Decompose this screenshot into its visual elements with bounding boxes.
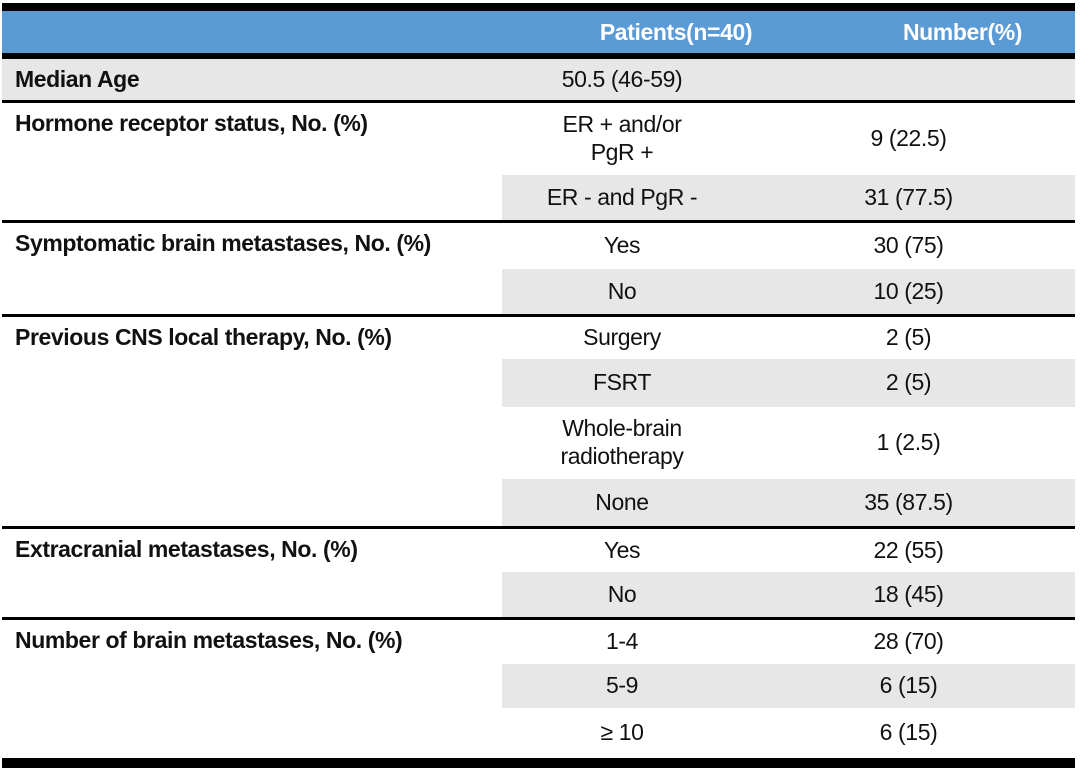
- patients-cell: 5-9: [605, 672, 639, 699]
- header-label-number: Number(%): [902, 18, 1023, 45]
- number-cell: 9 (22.5): [870, 125, 947, 152]
- table-header-row: Patients(n=40) Number(%): [2, 11, 1075, 53]
- section-separator: [2, 526, 1075, 529]
- patients-cell: Whole-brain radiotherapy: [560, 415, 684, 469]
- table-row: ER + and/or PgR + 9 (22.5): [502, 103, 1075, 175]
- number-cell: 18 (45): [873, 580, 944, 607]
- section-rows: Yes 22 (55) No 18 (45): [502, 529, 1075, 617]
- section-label-median-age: Median Age: [15, 66, 140, 93]
- section-rows: ER + and/or PgR + 9 (22.5) ER - and PgR …: [502, 103, 1075, 220]
- table-row: Yes 22 (55): [502, 529, 1075, 572]
- table-bottom-border: [2, 758, 1075, 768]
- table-row: None 35 (87.5): [502, 479, 1075, 526]
- patients-cell: ER - and PgR -: [546, 183, 698, 210]
- table-top-border: [2, 3, 1075, 11]
- row-median-age: Median Age 50.5 (46-59): [2, 59, 1075, 100]
- table-row: Surgery 2 (5): [502, 317, 1075, 359]
- number-cell: 31 (77.5): [864, 183, 953, 210]
- number-cell: 2 (5): [885, 324, 932, 351]
- table-row: FSRT 2 (5): [502, 359, 1075, 407]
- table-row: No 18 (45): [502, 572, 1075, 617]
- header-bottom-border: [2, 53, 1075, 59]
- table-row: No 10 (25): [502, 269, 1075, 314]
- number-cell: 6 (15): [879, 672, 938, 699]
- number-cell: 1 (2.5): [876, 429, 941, 456]
- patients-cell: 50.5 (46-59): [561, 65, 683, 92]
- number-cell: 2 (5): [885, 369, 932, 396]
- table-row: 5-9 6 (15): [502, 664, 1075, 708]
- patients-cell: ER + and/or PgR +: [562, 111, 682, 165]
- table-row: ER - and PgR - 31 (77.5): [502, 175, 1075, 220]
- section-extracranial-metastases: Extracranial metastases, No. (%) Yes 22 …: [2, 529, 1075, 617]
- number-cell: 10 (25): [873, 277, 944, 304]
- section-separator: [2, 100, 1075, 103]
- patients-cell: No: [607, 277, 637, 304]
- section-label-previous-cns: Previous CNS local therapy, No. (%): [15, 324, 392, 350]
- table-row: Yes 30 (75): [502, 223, 1075, 269]
- section-label-extracranial: Extracranial metastases, No. (%): [15, 536, 358, 562]
- patient-characteristics-table: Patients(n=40) Number(%) Median Age 50.5…: [2, 3, 1075, 768]
- patients-cell: No: [607, 580, 637, 607]
- table-row: 1-4 28 (70): [502, 620, 1075, 664]
- section-separator: [2, 314, 1075, 317]
- number-cell: 28 (70): [873, 628, 944, 655]
- patients-cell: Surgery: [583, 324, 661, 351]
- patients-cell: FSRT: [592, 369, 652, 396]
- section-rows: Surgery 2 (5) FSRT 2 (5) Whole-brain rad…: [502, 317, 1075, 526]
- number-cell: 6 (15): [879, 719, 938, 746]
- number-cell: 35 (87.5): [864, 488, 953, 515]
- patients-cell: Yes: [603, 536, 641, 563]
- section-label-number-brain-mets: Number of brain metastases, No. (%): [15, 627, 403, 653]
- patients-cell: Yes: [603, 232, 641, 259]
- section-separator: [2, 617, 1075, 620]
- section-rows: Yes 30 (75) No 10 (25): [502, 223, 1075, 314]
- number-cell: 30 (75): [873, 232, 944, 259]
- patients-cell: ≥ 10: [600, 719, 644, 746]
- patients-cell: 1-4: [605, 628, 639, 655]
- table-row: Whole-brain radiotherapy 1 (2.5): [502, 407, 1075, 479]
- section-hormone-receptor: Hormone receptor status, No. (%) ER + an…: [2, 103, 1075, 220]
- patients-cell: None: [595, 488, 649, 515]
- header-cell-number: Number(%): [742, 19, 1075, 46]
- section-previous-cns-therapy: Previous CNS local therapy, No. (%) Surg…: [2, 317, 1075, 526]
- number-cell: 22 (55): [873, 536, 944, 563]
- section-number-of-brain-metastases: Number of brain metastases, No. (%) 1-4 …: [2, 620, 1075, 758]
- section-rows: 1-4 28 (70) 5-9 6 (15) ≥ 10 6 (15): [502, 620, 1075, 758]
- header-cell-patients: Patients(n=40): [502, 19, 753, 46]
- section-label-hormone-receptor: Hormone receptor status, No. (%): [15, 110, 368, 136]
- section-symptomatic-brain-metastases: Symptomatic brain metastases, No. (%) Ye…: [2, 223, 1075, 314]
- section-label-symptomatic: Symptomatic brain metastases, No. (%): [15, 230, 431, 256]
- section-separator: [2, 220, 1075, 223]
- table-row: ≥ 10 6 (15): [502, 708, 1075, 758]
- header-label-patients: Patients(n=40): [599, 18, 753, 45]
